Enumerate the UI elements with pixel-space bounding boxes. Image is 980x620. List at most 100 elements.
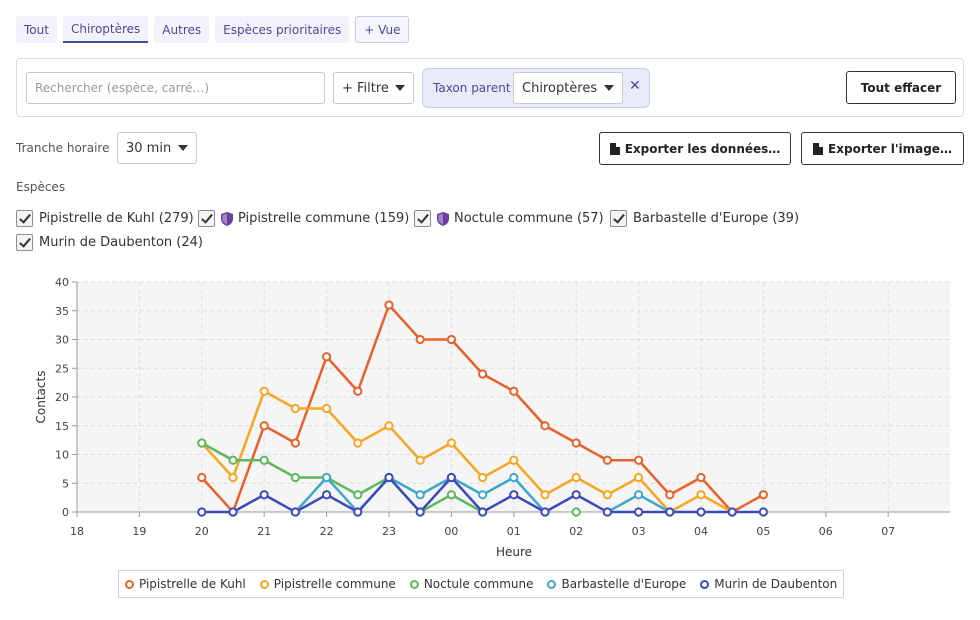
legend-label: Noctule commune: [423, 577, 534, 591]
checkbox-icon: [414, 210, 431, 227]
x-tick-label: 02: [569, 525, 583, 538]
search-input[interactable]: [26, 72, 325, 104]
view-tabs: Tout Chiroptères Autres Espèces priorita…: [16, 16, 410, 43]
legend-item-noctule[interactable]: Noctule commune: [409, 577, 534, 591]
data-point: [353, 386, 363, 396]
species-checkbox-barbastelle[interactable]: Barbastelle d'Europe (39): [610, 210, 799, 227]
y-tick-label: 25: [55, 362, 69, 375]
data-point: [290, 438, 300, 448]
export-image-label: Exporter l'image…: [828, 141, 952, 156]
legend-item-daubenton[interactable]: Murin de Daubenton: [700, 577, 837, 591]
data-point: [228, 455, 238, 465]
data-point: [228, 507, 238, 517]
data-point: [290, 507, 300, 517]
species-checkbox-noctule[interactable]: Noctule commune (57): [414, 210, 604, 227]
chevron-down-icon: [604, 85, 614, 91]
y-tick-label: 15: [55, 420, 69, 433]
data-point: [290, 472, 300, 483]
x-tick-label: 07: [881, 525, 895, 538]
data-point: [415, 334, 425, 345]
y-tick-label: 10: [55, 449, 69, 462]
add-filter-label: + Filtre: [342, 80, 389, 96]
x-tick-label: 23: [382, 525, 396, 538]
data-point: [478, 472, 488, 483]
data-point: [634, 455, 644, 465]
tab-tout[interactable]: Tout: [16, 16, 57, 43]
export-data-label: Exporter les données…: [624, 141, 781, 156]
tab-especes-prioritaires[interactable]: Espèces prioritaires: [215, 16, 350, 43]
data-point: [415, 455, 425, 465]
data-point: [634, 490, 644, 500]
data-point: [602, 507, 613, 517]
data-point: [509, 386, 519, 396]
clear-all-button[interactable]: Tout effacer: [846, 71, 956, 104]
species-checkbox-kuhl[interactable]: Pipistrelle de Kuhl (279): [16, 210, 194, 227]
tranche-select-value: 30 min: [126, 140, 172, 156]
legend-marker: [700, 579, 710, 589]
data-point: [696, 507, 706, 517]
data-point: [353, 507, 363, 517]
tab-chiropteres[interactable]: Chiroptères: [62, 16, 149, 43]
species-section-label: Espèces: [16, 180, 66, 194]
x-tick-label: 05: [756, 525, 770, 538]
x-tick-label: 20: [195, 525, 209, 538]
species-label: Murin de Daubenton (24): [39, 235, 203, 250]
checkbox-icon: [16, 234, 33, 251]
data-point: [571, 507, 581, 517]
data-point: [446, 438, 456, 448]
image-file-icon: [813, 142, 824, 155]
species-label: Barbastelle d'Europe (39): [633, 211, 800, 226]
data-point: [478, 507, 488, 517]
legend-item-kuhl[interactable]: Pipistrelle de Kuhl: [125, 577, 246, 591]
y-tick-label: 40: [55, 276, 69, 289]
data-point: [571, 438, 581, 448]
data-point: [602, 455, 613, 465]
legend-item-commune[interactable]: Pipistrelle commune: [259, 577, 396, 591]
data-point: [665, 507, 675, 517]
checkbox-icon: [610, 210, 627, 227]
data-point: [415, 490, 425, 500]
species-checkbox-commune[interactable]: Pipistrelle commune (159): [198, 210, 409, 227]
species-checkbox-daubenton[interactable]: Murin de Daubenton (24): [16, 234, 203, 251]
export-data-button[interactable]: Exporter les données…: [599, 132, 791, 165]
x-tick-label: 00: [444, 525, 458, 538]
taxon-filter-chip: Taxon parent Chiroptères ✕: [422, 68, 650, 108]
data-point: [758, 490, 769, 500]
add-filter-dropdown[interactable]: + Filtre: [333, 72, 414, 104]
data-point: [259, 386, 269, 396]
data-point: [353, 490, 363, 500]
x-tick-label: 04: [694, 525, 708, 538]
x-tick-label: 19: [132, 525, 146, 538]
data-point: [665, 490, 675, 500]
legend-marker: [547, 579, 557, 589]
taxon-select[interactable]: Chiroptères: [513, 72, 623, 104]
tab-autres[interactable]: Autres: [154, 16, 210, 43]
tranche-select[interactable]: 30 min: [117, 132, 197, 164]
y-tick-label: 5: [62, 477, 69, 490]
y-tick-label: 0: [62, 506, 69, 519]
data-point: [509, 455, 519, 465]
data-point: [322, 352, 332, 362]
series-line: [201, 441, 484, 514]
data-point: [540, 421, 550, 431]
add-view-button[interactable]: + Vue: [355, 16, 410, 43]
data-point: [197, 507, 207, 517]
legend-marker: [259, 579, 269, 589]
x-axis-label: Heure: [496, 545, 532, 559]
data-point: [228, 472, 238, 483]
chevron-down-icon: [395, 85, 405, 91]
y-tick-label: 35: [55, 305, 69, 318]
data-point: [509, 472, 519, 483]
y-tick-label: 20: [55, 391, 69, 404]
data-point: [540, 490, 550, 500]
legend-item-barbastelle[interactable]: Barbastelle d'Europe: [547, 577, 686, 591]
x-tick-label: 06: [819, 525, 833, 538]
legend-marker: [409, 579, 419, 589]
legend-label: Murin de Daubenton: [714, 577, 838, 591]
x-tick-label: 03: [632, 525, 646, 538]
data-point: [446, 334, 456, 345]
close-icon[interactable]: ✕: [629, 78, 641, 94]
data-point: [540, 507, 550, 517]
export-image-button[interactable]: Exporter l'image…: [801, 132, 964, 165]
